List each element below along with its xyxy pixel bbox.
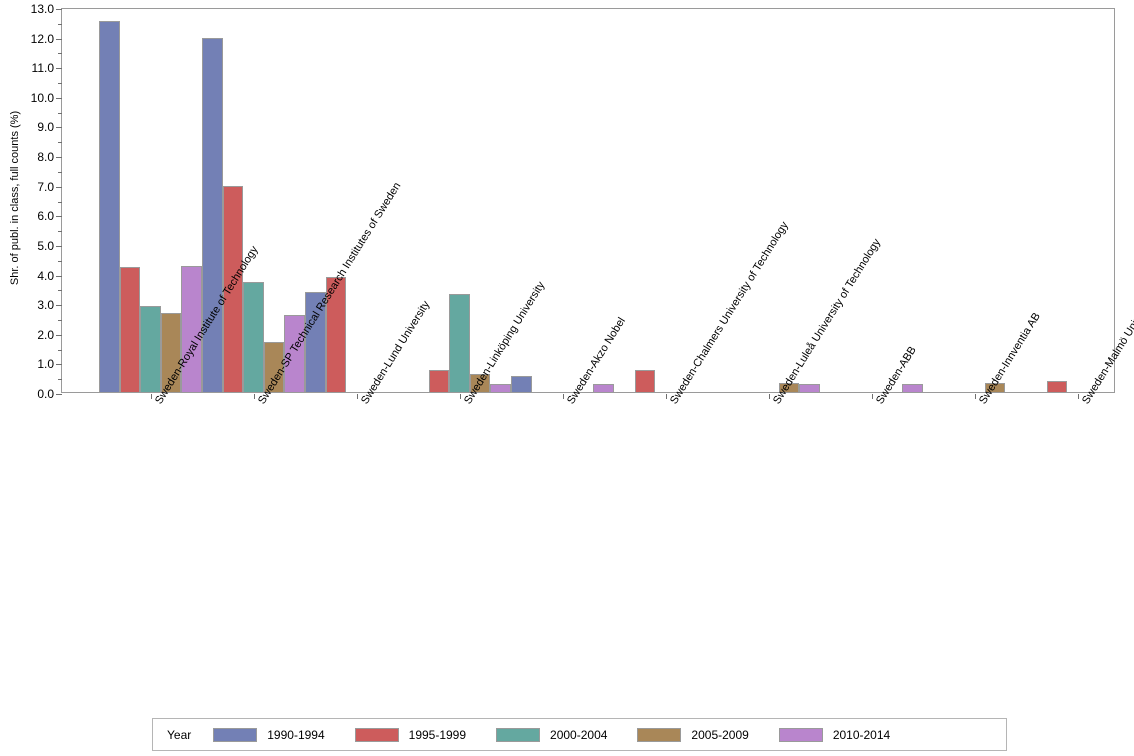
legend-title: Year	[167, 727, 192, 742]
y-axis-tick-mark	[56, 364, 62, 366]
y-axis-tick-mark	[56, 216, 62, 218]
y-axis-minor-tick	[58, 379, 62, 381]
bar	[99, 21, 120, 392]
y-axis-tick-label: 12.0	[30, 31, 54, 46]
bar	[140, 306, 161, 392]
y-axis-tick-label: 10.0	[30, 90, 54, 105]
y-axis-tick-mark	[56, 38, 62, 40]
plot-inner: 0.0 1.0 2.0 3.0 4.0 5.0 6.0 7.0 8.0 9.0 10.0 11.0 12…	[31, 2, 1114, 401]
y-axis-title-text: Shr. of publ. in class, full counts (%)	[9, 110, 21, 285]
legend-label: 2000-2004	[550, 727, 608, 742]
legend-label: 2010-2014	[832, 727, 891, 742]
y-axis-minor-tick	[58, 23, 62, 25]
bar	[222, 186, 244, 392]
bar	[428, 369, 450, 392]
bar	[1046, 380, 1068, 392]
bar	[469, 373, 491, 392]
bar	[984, 383, 1006, 392]
y-axis-minor-tick	[58, 319, 62, 321]
y-axis-tick-label: 7.0	[37, 179, 54, 194]
x-axis-tick-mark	[871, 394, 873, 399]
x-axis-tick-mark	[253, 394, 255, 399]
y-axis-minor-tick	[58, 83, 62, 85]
legend-color-swatch	[213, 727, 258, 742]
y-axis-tick-label: 11.0	[31, 61, 54, 76]
y-axis-tick-label: 2.0	[37, 327, 54, 342]
bar	[119, 267, 141, 392]
y-axis-tick-label: 6.0	[37, 209, 54, 224]
bar	[593, 384, 614, 392]
x-axis-tick-mark	[665, 394, 667, 399]
legend-entry[interactable]: 1990-1994	[213, 727, 325, 742]
y-axis-tick-label: 9.0	[37, 120, 54, 135]
x-axis-tick-mark	[459, 394, 461, 399]
legend-color-swatch	[354, 727, 399, 742]
y-axis-tick-mark	[56, 97, 62, 99]
legend-entry[interactable]: 2000-2004	[496, 727, 608, 742]
y-axis-tick-label: 13.0	[30, 2, 54, 16]
legend-color-swatch	[496, 727, 541, 742]
y-axis-tick-mark	[56, 305, 62, 307]
y-axis-tick-mark	[56, 394, 62, 395]
x-axis-tick-mark	[356, 394, 358, 399]
legend-label: 2005-2009	[691, 727, 749, 742]
y-axis-tick-mark	[56, 334, 62, 336]
y-axis-minor-tick	[58, 142, 62, 144]
x-axis-tick-mark	[1077, 394, 1079, 399]
y-axis-tick-label: 0.0	[37, 387, 54, 401]
y-axis-tick-mark	[56, 245, 62, 247]
y-axis-tick-mark	[56, 275, 62, 277]
y-axis-minor-tick	[58, 201, 62, 203]
legend-entries: 1990-1994 1995-1999 2000-2004 2005-2009 2010…	[213, 727, 920, 742]
y-axis-minor-tick	[58, 290, 62, 292]
bar	[511, 376, 532, 392]
bar	[799, 383, 820, 392]
x-axis-tick-mark	[562, 394, 564, 399]
legend-entry[interactable]: 2005-2009	[637, 727, 749, 742]
x-axis-tick-mark	[768, 394, 770, 399]
bar	[490, 384, 511, 392]
y-axis-tick-mark	[56, 186, 62, 188]
y-axis-tick-mark	[56, 9, 62, 10]
legend-label: 1990-1994	[267, 727, 325, 742]
legend-label: 1995-1999	[408, 727, 467, 742]
bar	[243, 282, 264, 392]
bar	[284, 315, 305, 392]
bar	[778, 382, 800, 392]
y-axis-minor-tick	[58, 231, 62, 233]
legend-entry[interactable]: 1995-1999	[354, 727, 467, 742]
bar	[325, 277, 347, 392]
y-axis-tick-label: 4.0	[37, 268, 54, 283]
y-axis-minor-tick	[58, 53, 62, 55]
y-axis-tick-mark	[56, 157, 62, 159]
y-axis-tick-label: 1.0	[37, 357, 54, 372]
bar	[305, 291, 326, 392]
y-axis-minor-tick	[58, 171, 62, 173]
legend-entry[interactable]: 2010-2014	[778, 727, 891, 742]
bar	[202, 38, 223, 392]
x-axis-tick-mark	[150, 394, 152, 399]
bar	[449, 294, 470, 392]
y-axis-tick-label: 8.0	[37, 150, 54, 165]
bar	[263, 342, 285, 392]
y-axis-tick-mark	[56, 68, 62, 70]
plot-area: 0.0 1.0 2.0 3.0 4.0 5.0 6.0 7.0 8.0 9.0 10.0 11.0 12…	[31, 2, 1115, 401]
bar	[181, 265, 202, 392]
bar	[160, 312, 182, 392]
y-axis-minor-tick	[58, 260, 62, 262]
y-axis-minor-tick	[58, 349, 62, 351]
bar	[634, 369, 656, 392]
bar	[902, 384, 923, 392]
y-axis-tick-mark	[56, 127, 62, 129]
y-axis-tick-label: 5.0	[37, 238, 54, 253]
legend: Year 1990-1994 1995-1999 2000-2004 2005-200…	[152, 718, 1007, 751]
y-axis-tick-label: 3.0	[37, 298, 54, 313]
x-axis-tick-mark	[974, 394, 976, 399]
legend-color-swatch	[778, 727, 823, 742]
legend-color-swatch	[637, 727, 682, 742]
y-axis-minor-tick	[58, 112, 62, 114]
